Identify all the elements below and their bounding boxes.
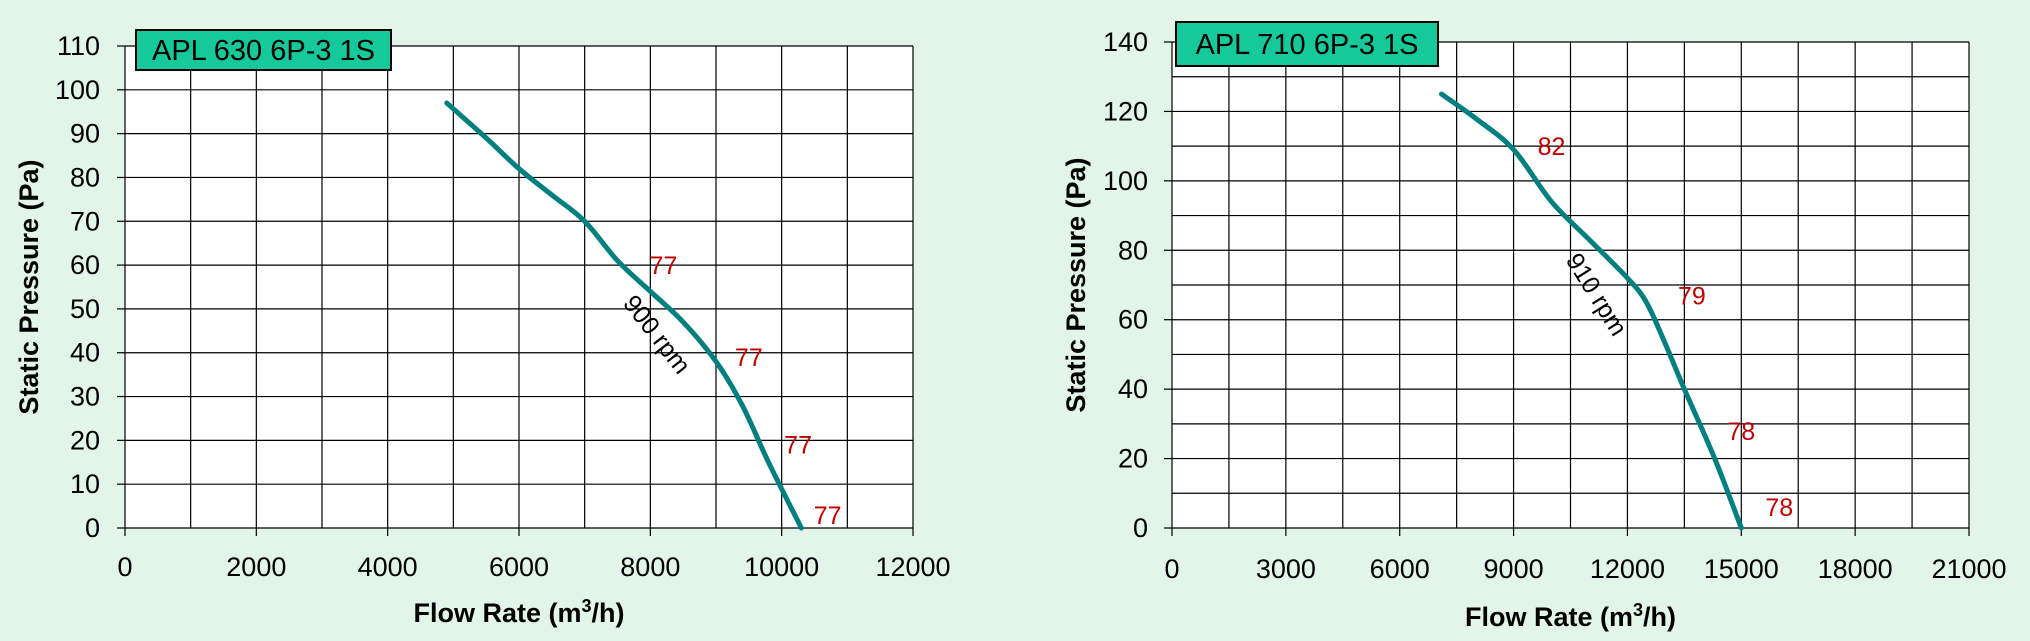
noise-level-annotation: 77 — [814, 502, 842, 530]
noise-level-annotation: 77 — [735, 344, 763, 372]
y-tick-label: 0 — [85, 513, 100, 543]
model-badge — [135, 29, 392, 71]
y-tick-label: 10 — [70, 469, 100, 499]
x-tick-label: 8000 — [620, 552, 680, 582]
y-tick-label: 60 — [1118, 305, 1148, 335]
chart-title: APL 630 6P-3 1S — [152, 35, 375, 67]
y-tick-label: 0 — [1133, 513, 1148, 543]
y-tick-label: 40 — [70, 338, 100, 368]
x-tick-label: 9000 — [1484, 554, 1544, 584]
x-tick-label: 21000 — [1931, 554, 2006, 584]
model-badge — [1175, 21, 1439, 67]
y-tick-label: 80 — [70, 162, 100, 192]
noise-level-annotation: 77 — [784, 432, 812, 460]
x-tick-label: 12000 — [1590, 554, 1665, 584]
x-axis-title: Flow Rate (m3/h) — [413, 596, 624, 628]
x-tick-label: 15000 — [1704, 554, 1779, 584]
y-tick-label: 100 — [55, 75, 100, 105]
y-tick-label: 110 — [57, 31, 100, 61]
y-tick-label: 70 — [70, 206, 100, 236]
y-tick-label: 100 — [1103, 166, 1148, 196]
x-tick-label: 2000 — [226, 552, 286, 582]
x-tick-label: 18000 — [1818, 554, 1893, 584]
x-tick-label: 12000 — [875, 552, 950, 582]
x-tick-label: 3000 — [1256, 554, 1316, 584]
y-tick-label: 60 — [70, 250, 100, 280]
y-tick-label: 80 — [1118, 235, 1148, 265]
y-tick-label: 90 — [70, 119, 100, 149]
y-tick-label: 40 — [1118, 374, 1148, 404]
series-line-0 — [1438, 91, 1744, 531]
noise-level-annotation: 79 — [1678, 282, 1706, 310]
y-tick-label: 20 — [1118, 444, 1148, 474]
noise-level-annotation: 77 — [650, 252, 678, 280]
series-line-0 — [444, 100, 804, 531]
y-tick-label: 30 — [70, 382, 100, 412]
x-tick-label: 6000 — [489, 552, 549, 582]
y-tick-label: 120 — [1103, 96, 1148, 126]
x-tick-label: 0 — [117, 552, 132, 582]
x-tick-label: 0 — [1164, 554, 1179, 584]
x-tick-label: 10000 — [744, 552, 819, 582]
x-axis-title: Flow Rate (m3/h) — [1465, 600, 1676, 632]
x-tick-label: 6000 — [1370, 554, 1430, 584]
noise-level-annotation: 78 — [1765, 494, 1793, 522]
noise-level-annotation: 82 — [1538, 133, 1566, 161]
y-tick-label: 140 — [1103, 27, 1148, 57]
y-tick-label: 50 — [70, 294, 100, 324]
chart-title: APL 710 6P-3 1S — [1195, 29, 1418, 61]
chart-apl-630: 0 10 20 30 40 50 60 70 80 90 100 110 0 2000 4000 6000 80… — [14, 29, 951, 628]
y-axis-title: Static Pressure (Pa) — [1061, 157, 1091, 412]
y-axis-title: Static Pressure (Pa) — [14, 159, 44, 414]
chart-apl-710: 0 20 40 60 80 100 120 140 0 3000 6000 9000 12000 1500… — [1061, 21, 2007, 632]
y-tick-label: 20 — [70, 425, 100, 455]
x-tick-label: 4000 — [358, 552, 418, 582]
noise-level-annotation: 78 — [1727, 418, 1755, 446]
